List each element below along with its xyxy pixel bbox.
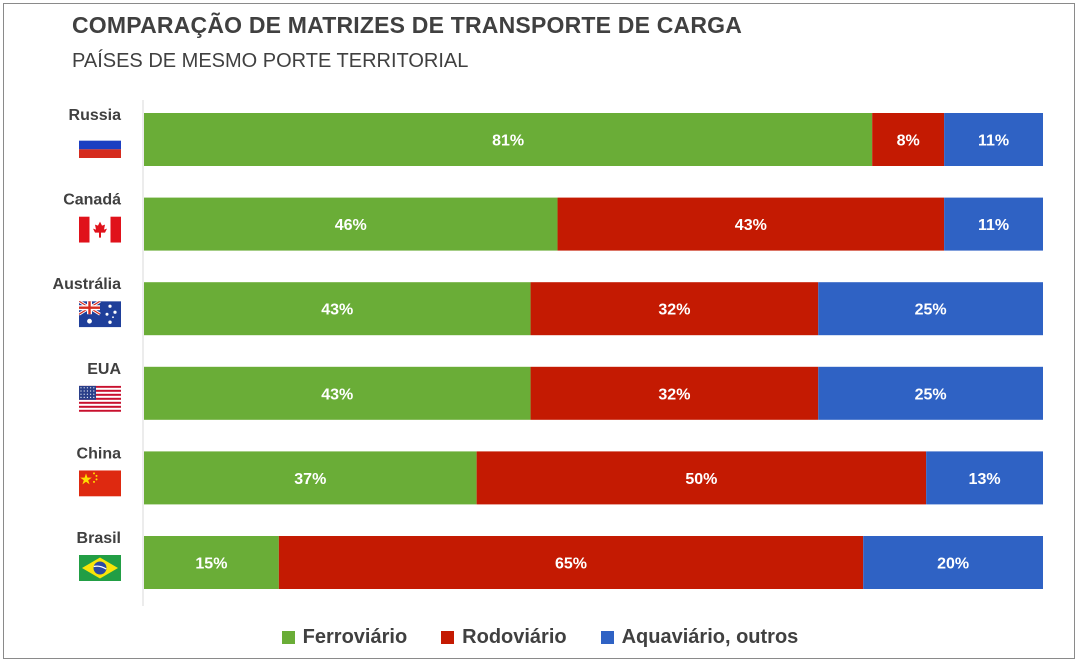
bar-Canadá-Rodoviário	[557, 197, 945, 251]
data-label: 50%	[685, 471, 717, 488]
legend-label: Aquaviário, outros	[621, 626, 799, 648]
bar-Russia-Aquaviário, outros	[944, 113, 1043, 166]
bar-China-Ferroviário	[144, 451, 477, 505]
category-label: EUA	[87, 361, 121, 378]
china-flag-icon	[79, 470, 121, 497]
category-label: Brasil	[77, 530, 121, 547]
data-label: 65%	[555, 556, 587, 573]
legend-label: Rodoviário	[462, 626, 567, 648]
flags-group	[79, 132, 121, 581]
legend-swatch	[600, 631, 614, 644]
category-label: Austrália	[53, 276, 122, 293]
bar-Canadá-Aquaviário, outros	[944, 197, 1043, 251]
legend-swatch	[441, 631, 455, 644]
data-label: 11%	[978, 133, 1009, 150]
legend-item: Ferroviário	[281, 626, 408, 649]
data-label: 46%	[335, 217, 367, 234]
bars-group: 81% 8% 11% 46% 43% 11% 43% 32% 25% 43% 32% 25% 37% 50…	[144, 113, 1043, 589]
category-label: Canadá	[63, 192, 121, 209]
bar-EUA-Rodoviário	[530, 366, 819, 420]
bar-Russia-Ferroviário	[144, 113, 873, 166]
data-label: 8%	[897, 133, 920, 150]
bar-Austrália-Ferroviário	[144, 282, 531, 336]
bar-Canadá-Ferroviário	[144, 197, 558, 251]
data-label: 13%	[969, 471, 1001, 488]
data-label: 32%	[658, 386, 690, 403]
bar-EUA-Aquaviário, outros	[818, 366, 1043, 420]
category-label: Russia	[69, 107, 122, 124]
chart-subtitle: PAÍSES DE MESMO PORTE TERRITORIAL	[72, 50, 469, 72]
brazil-flag-icon	[79, 555, 121, 581]
bar-Austrália-Rodoviário	[530, 282, 819, 336]
canada-flag-icon	[79, 216, 121, 243]
bar-China-Aquaviário, outros	[926, 451, 1043, 505]
data-label: 43%	[321, 386, 353, 403]
bar-Brasil-Rodoviário	[278, 536, 864, 589]
chart-title: COMPARAÇÃO DE MATRIZES DE TRANSPORTE DE …	[72, 12, 743, 38]
legend-item: Aquaviário, outros	[600, 626, 799, 649]
category-label: China	[77, 445, 122, 462]
bar-Austrália-Aquaviário, outros	[818, 282, 1043, 336]
data-label: 25%	[915, 302, 947, 319]
bar-EUA-Ferroviário	[144, 366, 531, 420]
bar-Brasil-Aquaviário, outros	[863, 536, 1043, 589]
legend: Ferroviário Rodoviário Aquaviário, outros	[0, 626, 1080, 649]
legend-swatch	[281, 631, 295, 644]
data-label: 43%	[735, 217, 767, 234]
data-label: 37%	[294, 471, 326, 488]
data-label: 43%	[321, 302, 353, 319]
data-label: 15%	[195, 556, 227, 573]
legend-item: Rodoviário	[441, 626, 567, 649]
russia-flag-icon	[79, 132, 121, 158]
data-label: 20%	[937, 556, 969, 573]
usa-flag-icon	[79, 385, 121, 412]
bar-Russia-Rodoviário	[872, 113, 945, 166]
bar-China-Rodoviário	[476, 451, 927, 505]
category-labels-group: Russia Canadá Austrália EUA China Brasil	[53, 107, 122, 547]
bar-Brasil-Ferroviário	[144, 536, 279, 589]
data-label: 81%	[492, 133, 524, 150]
australia-flag-icon	[79, 301, 121, 328]
data-label: 25%	[915, 386, 947, 403]
data-label: 32%	[658, 302, 690, 319]
data-label: 11%	[978, 217, 1009, 234]
legend-label: Ferroviário	[302, 626, 408, 648]
